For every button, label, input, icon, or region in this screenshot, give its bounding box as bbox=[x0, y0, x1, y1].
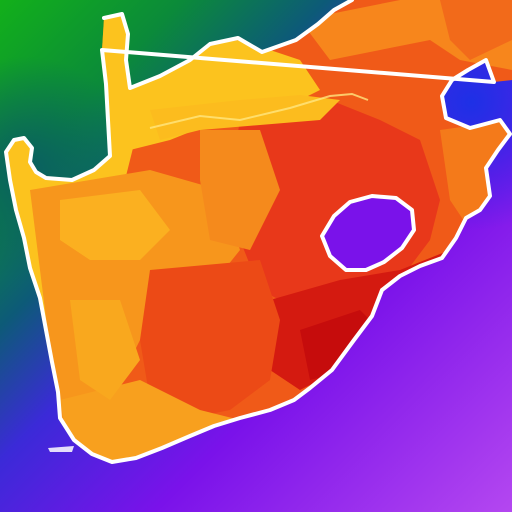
coastline-outline bbox=[4, 0, 512, 464]
internal-border bbox=[149, 92, 369, 129]
coastal-islands bbox=[48, 446, 74, 452]
lesotho-enclave bbox=[320, 194, 416, 272]
